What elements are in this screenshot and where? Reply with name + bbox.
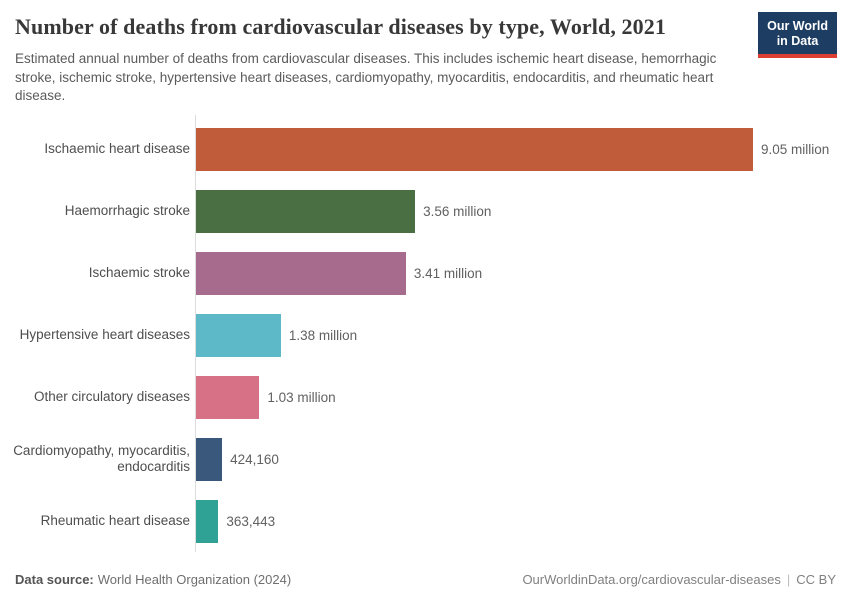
- bar: [196, 313, 281, 357]
- owid-logo-line1: Our World: [767, 19, 828, 33]
- value-label: 1.03 million: [267, 389, 336, 405]
- category-label: Haemorrhagic stroke: [64, 203, 190, 219]
- chart-row: Ischaemic heart disease 9.05 million: [0, 118, 850, 180]
- category-label: Ischaemic stroke: [88, 265, 190, 281]
- owid-url: OurWorldinData.org/cardiovascular-diseas…: [522, 572, 781, 587]
- chart-rows: Ischaemic heart disease 9.05 million Haemo…: [0, 118, 850, 552]
- value-label: 363,443: [226, 513, 276, 529]
- category-label: Other circulatory diseases: [33, 389, 190, 405]
- owid-logo: Our World in Data: [758, 12, 837, 58]
- bar: [196, 189, 416, 233]
- bar: [196, 437, 223, 481]
- bar: [196, 375, 260, 419]
- bar-area: 363,443: [196, 499, 850, 543]
- bar-area: 9.05 million: [196, 127, 850, 171]
- category-label: Hypertensive heart diseases: [19, 327, 190, 343]
- value-label: 3.41 million: [413, 265, 483, 281]
- chart-row: Rheumatic heart disease 363,443: [0, 490, 850, 552]
- footer-separator: |: [786, 572, 791, 587]
- owid-logo-line2: in Data: [776, 33, 819, 48]
- bar-area: 424,160: [196, 437, 850, 481]
- value-label: 9.05 million: [761, 141, 830, 157]
- bar: [196, 499, 219, 543]
- chart-row: Hypertensive heart diseases 1.38 million: [0, 304, 850, 366]
- category-label: Rheumatic heart disease: [40, 513, 190, 529]
- chart-row: Other circulatory diseases 1.03 million: [0, 366, 850, 428]
- value-label: 1.38 million: [288, 327, 358, 343]
- bar-chart: Ischaemic heart disease 9.05 million Haemo…: [0, 115, 850, 552]
- chart-subtitle: Estimated annual number of deaths from c…: [15, 51, 717, 104]
- value-label: 424,160: [230, 451, 279, 467]
- page-title: Number of deaths from cardiovascular dis…: [15, 14, 666, 39]
- category-label: Ischaemic heart disease: [44, 141, 190, 157]
- bar-area: 1.03 million: [196, 375, 850, 419]
- y-axis-line: [195, 115, 196, 552]
- license-label: CC BY: [796, 572, 836, 587]
- chart-row: Haemorrhagic stroke 3.56 million: [0, 180, 850, 242]
- bar-area: 1.38 million: [196, 313, 850, 357]
- bar: [196, 127, 753, 171]
- bar-area: 3.56 million: [196, 189, 850, 233]
- attribution: OurWorldinData.org/cardiovascular-diseas…: [522, 572, 836, 587]
- value-label: 3.56 million: [423, 203, 492, 219]
- chart-row: Cardiomyopathy, myocarditis, endocarditi…: [0, 428, 850, 490]
- bar: [196, 251, 406, 295]
- chart-footer: Data source: World Health Organization (2…: [15, 572, 836, 587]
- bar-area: 3.41 million: [196, 251, 850, 295]
- chart-row: Ischaemic stroke 3.41 million: [0, 242, 850, 304]
- data-source-value: World Health Organization (2024): [97, 572, 292, 587]
- data-source-label: Data source:: [15, 572, 94, 587]
- data-source: Data source: World Health Organization (2…: [15, 572, 291, 587]
- category-label: Cardiomyopathy, myocarditis, endocarditi…: [13, 443, 190, 474]
